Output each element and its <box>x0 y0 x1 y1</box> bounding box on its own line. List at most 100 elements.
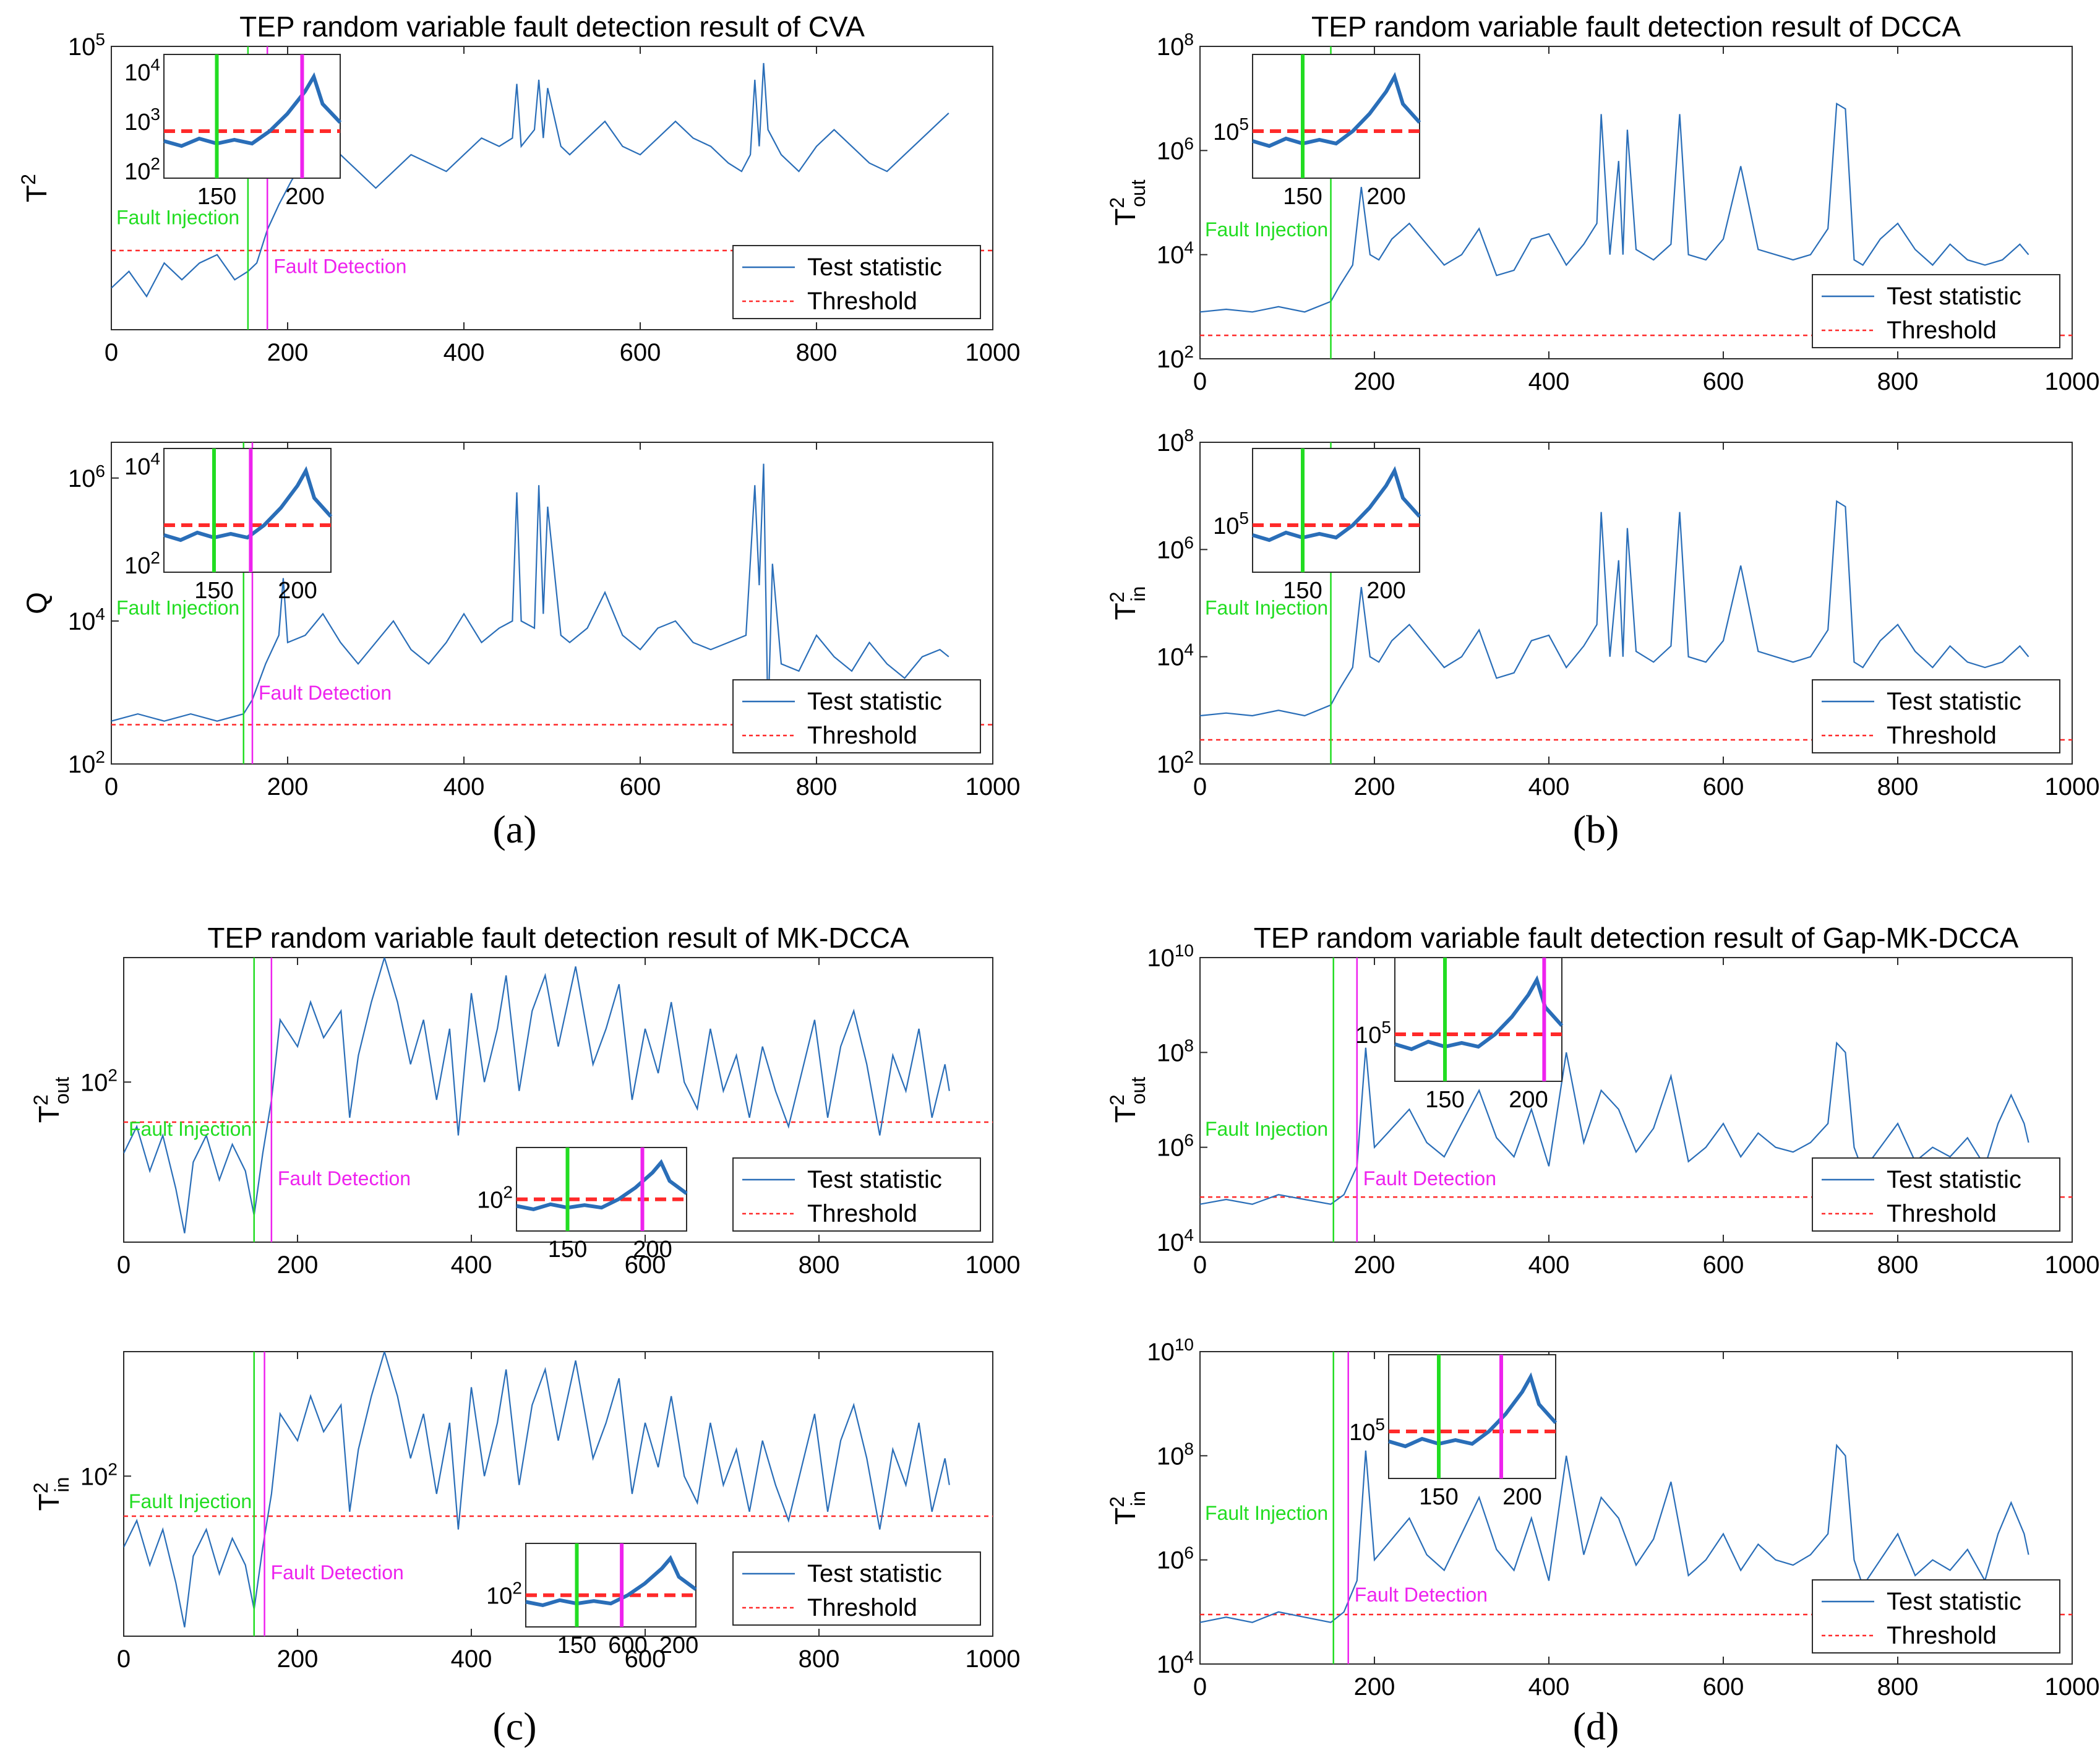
inset-series <box>516 1159 688 1211</box>
test-statistic-series <box>1200 102 2029 313</box>
inset-y-tick-label: 104 <box>124 55 160 86</box>
plot-b1: TEP random variable fault detection resu… <box>1106 11 2099 395</box>
x-tick-label: 600 <box>1703 773 1744 800</box>
inset-box <box>1252 54 1420 179</box>
fault-injection-label: Fault Injection <box>1205 1118 1328 1140</box>
chart-title: TEP random variable fault detection resu… <box>1254 922 2019 954</box>
fault-injection-label: Fault Injection <box>129 1490 252 1512</box>
subfigure-label-d: (d) <box>1573 1704 1619 1748</box>
inset-series <box>1394 975 1564 1052</box>
y-tick-label: 108 <box>1157 1439 1194 1470</box>
x-tick-label: 0 <box>105 339 118 366</box>
x-tick-label: 0 <box>1193 1673 1207 1701</box>
fault-injection-label: Fault Injection <box>129 1118 252 1140</box>
legend-test-statistic-label: Test statistic <box>1887 1588 2021 1615</box>
x-tick-label: 400 <box>1528 773 1570 800</box>
inset-x-tick-label: 150 <box>1425 1087 1464 1113</box>
plot-d2: 0 200 400 600 800 1000 1010 108 106 104 T2in Fault … <box>1106 1335 2099 1701</box>
legend-box <box>1812 679 2060 753</box>
legend: Test statistic Threshold <box>732 245 981 319</box>
inset-zoom: 150 200 105 <box>1213 448 1421 604</box>
legend-box <box>732 1551 981 1626</box>
y-axis-label: T2in <box>1106 1491 1149 1525</box>
inset-x-tick-label: 150 <box>1283 184 1322 210</box>
x-tick-label: 1000 <box>2045 773 2100 800</box>
legend: Test statistic Threshold <box>732 1157 981 1232</box>
inset-series <box>1252 466 1421 543</box>
inset-series <box>525 1555 697 1607</box>
x-tick-label: 200 <box>277 1251 319 1279</box>
legend-box <box>1812 1157 2060 1232</box>
y-tick-label: 108 <box>1157 426 1194 457</box>
legend: Test statistic Threshold <box>1812 274 2060 348</box>
plot-c1: TEP random variable fault detection resu… <box>30 922 1020 1279</box>
inset-series <box>1252 72 1421 148</box>
y-axis-label: T2out <box>30 1077 73 1123</box>
inset-y-tick-label: 105 <box>1349 1415 1385 1446</box>
legend-threshold-label: Threshold <box>1887 722 1997 749</box>
y-tick-label: 108 <box>1157 30 1194 61</box>
legend-box <box>732 679 981 753</box>
legend-test-statistic-label: Test statistic <box>1887 688 2021 715</box>
inset-zoom: 150 200 102 <box>477 1147 688 1263</box>
plot-a2: 0 200 400 600 800 1000 106 104 102 Q Fault Injecti… <box>20 442 1020 800</box>
x-tick-label: 1000 <box>2045 1251 2100 1279</box>
fault-injection-label: Fault Injection <box>1205 218 1328 241</box>
legend-test-statistic-label: Test statistic <box>807 1166 942 1193</box>
x-tick-label: 1000 <box>966 773 1021 800</box>
y-tick-label: 108 <box>1157 1036 1194 1066</box>
y-tick-label: 102 <box>80 1065 118 1096</box>
y-axis-label: Q <box>20 592 53 614</box>
y-tick-label: 104 <box>1157 640 1194 671</box>
inset-series <box>163 72 342 148</box>
x-tick-label: 600 <box>620 339 661 366</box>
inset-x-tick-label: 200 <box>633 1237 672 1263</box>
inset-box <box>1388 1354 1556 1479</box>
inset-series <box>1388 1372 1558 1449</box>
inset-x-tick-label: 200 <box>1509 1087 1548 1113</box>
inset-y-tick-label: 105 <box>1355 1018 1391 1049</box>
test-statistic-series <box>1200 1443 2029 1623</box>
plot-d1: TEP random variable fault detection resu… <box>1106 922 2099 1279</box>
inset-box <box>1252 448 1420 573</box>
x-tick-label: 600 <box>625 1251 666 1279</box>
y-tick-label: 106 <box>1157 1131 1194 1162</box>
inset-x-tick-label: 150 <box>548 1237 587 1263</box>
inset-x-tick-label: 200 <box>1502 1484 1541 1510</box>
chart-title: TEP random variable fault detection resu… <box>1311 11 1961 43</box>
x-tick-label: 400 <box>451 1645 492 1673</box>
y-tick-label: 106 <box>1157 533 1194 564</box>
y-axis-label: T2out <box>1106 1077 1149 1123</box>
legend: Test statistic Threshold <box>1812 1157 2060 1232</box>
inset-zoom: 150 600 200 102 <box>486 1543 698 1658</box>
x-tick-label: 800 <box>799 1251 840 1279</box>
test-statistic-series <box>1200 500 2029 717</box>
inset-x-tick-label: 200 <box>659 1632 698 1658</box>
x-tick-label: 800 <box>1877 1673 1919 1701</box>
legend-threshold-label: Threshold <box>807 1594 917 1621</box>
x-tick-label: 1000 <box>2045 368 2100 395</box>
legend: Test statistic Threshold <box>732 679 981 753</box>
fault-detection-label: Fault Detection <box>278 1167 411 1190</box>
legend-box <box>1812 1579 2060 1654</box>
test-statistic-series <box>111 463 949 722</box>
fault-injection-label: Fault Injection <box>116 596 239 619</box>
legend-box <box>732 1157 981 1232</box>
legend-threshold-label: Threshold <box>1887 317 1997 344</box>
legend-threshold-label: Threshold <box>807 722 917 749</box>
x-tick-label: 600 <box>1703 1673 1744 1701</box>
legend: Test statistic Threshold <box>1812 1579 2060 1654</box>
x-tick-label: 1000 <box>2045 1673 2100 1701</box>
fault-detection-label: Fault Detection <box>1363 1167 1496 1190</box>
legend-test-statistic-label: Test statistic <box>807 1560 942 1587</box>
legend-test-statistic-label: Test statistic <box>807 688 942 715</box>
x-tick-label: 800 <box>799 1645 840 1673</box>
x-tick-label: 400 <box>444 773 485 800</box>
fault-detection-label: Fault Detection <box>259 682 392 704</box>
legend-threshold-label: Threshold <box>1887 1200 1997 1227</box>
legend: Test statistic Threshold <box>1812 679 2060 753</box>
fault-detection-label: Fault Detection <box>271 1561 404 1584</box>
fault-injection-label: Fault Injection <box>1205 596 1328 619</box>
